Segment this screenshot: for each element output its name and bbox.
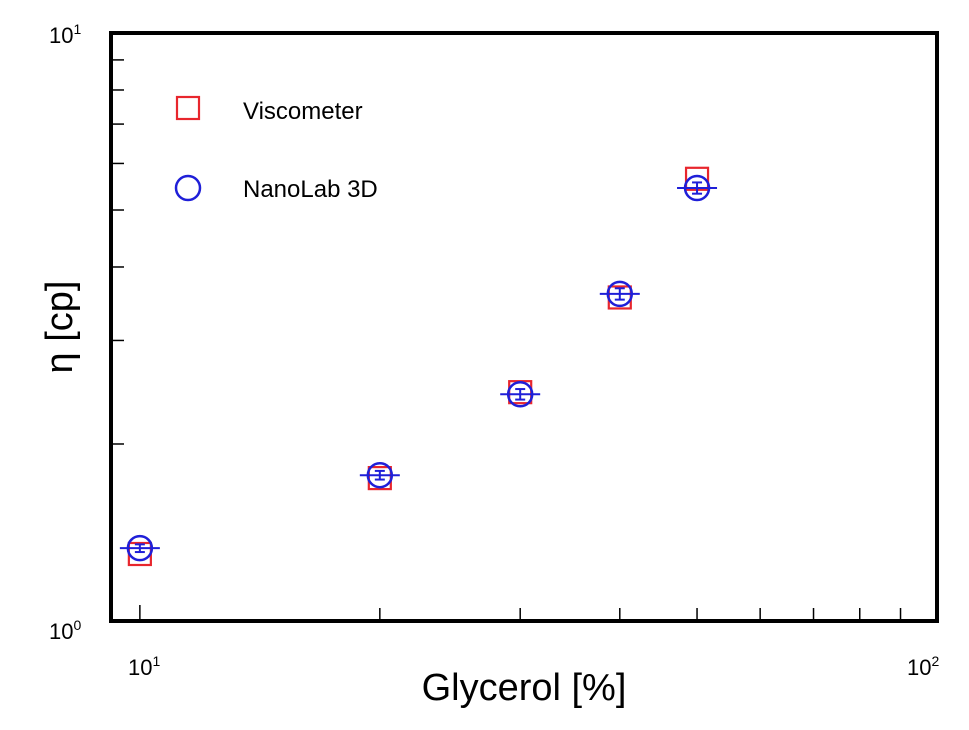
series-nanolab	[119, 174, 718, 562]
x-tick-label-left: 101	[128, 653, 160, 680]
legend-label-viscometer: Viscometer	[243, 98, 363, 125]
nanolab-point	[506, 381, 534, 408]
nanolab-point	[606, 280, 634, 308]
legend: Viscometer NanoLab 3D	[174, 95, 378, 203]
y-axis-label: η [cp]	[39, 281, 81, 374]
minor-ticks	[111, 59, 902, 621]
series-viscometer	[127, 166, 710, 567]
x-axis-label: Glycerol [%]	[422, 667, 627, 709]
legend-circle-marker	[174, 174, 202, 202]
plot-frame	[109, 31, 939, 623]
legend-square-marker	[175, 95, 201, 121]
y-tick-label-bottom: 100	[49, 617, 81, 644]
x-tick-label-right: 102	[907, 653, 939, 680]
y-tick-label-top: 101	[49, 21, 81, 48]
legend-label-nanolab: NanoLab 3D	[243, 176, 378, 203]
nanolab-point	[366, 461, 394, 489]
nanolab-point	[126, 534, 154, 562]
nanolab-point	[683, 174, 711, 202]
